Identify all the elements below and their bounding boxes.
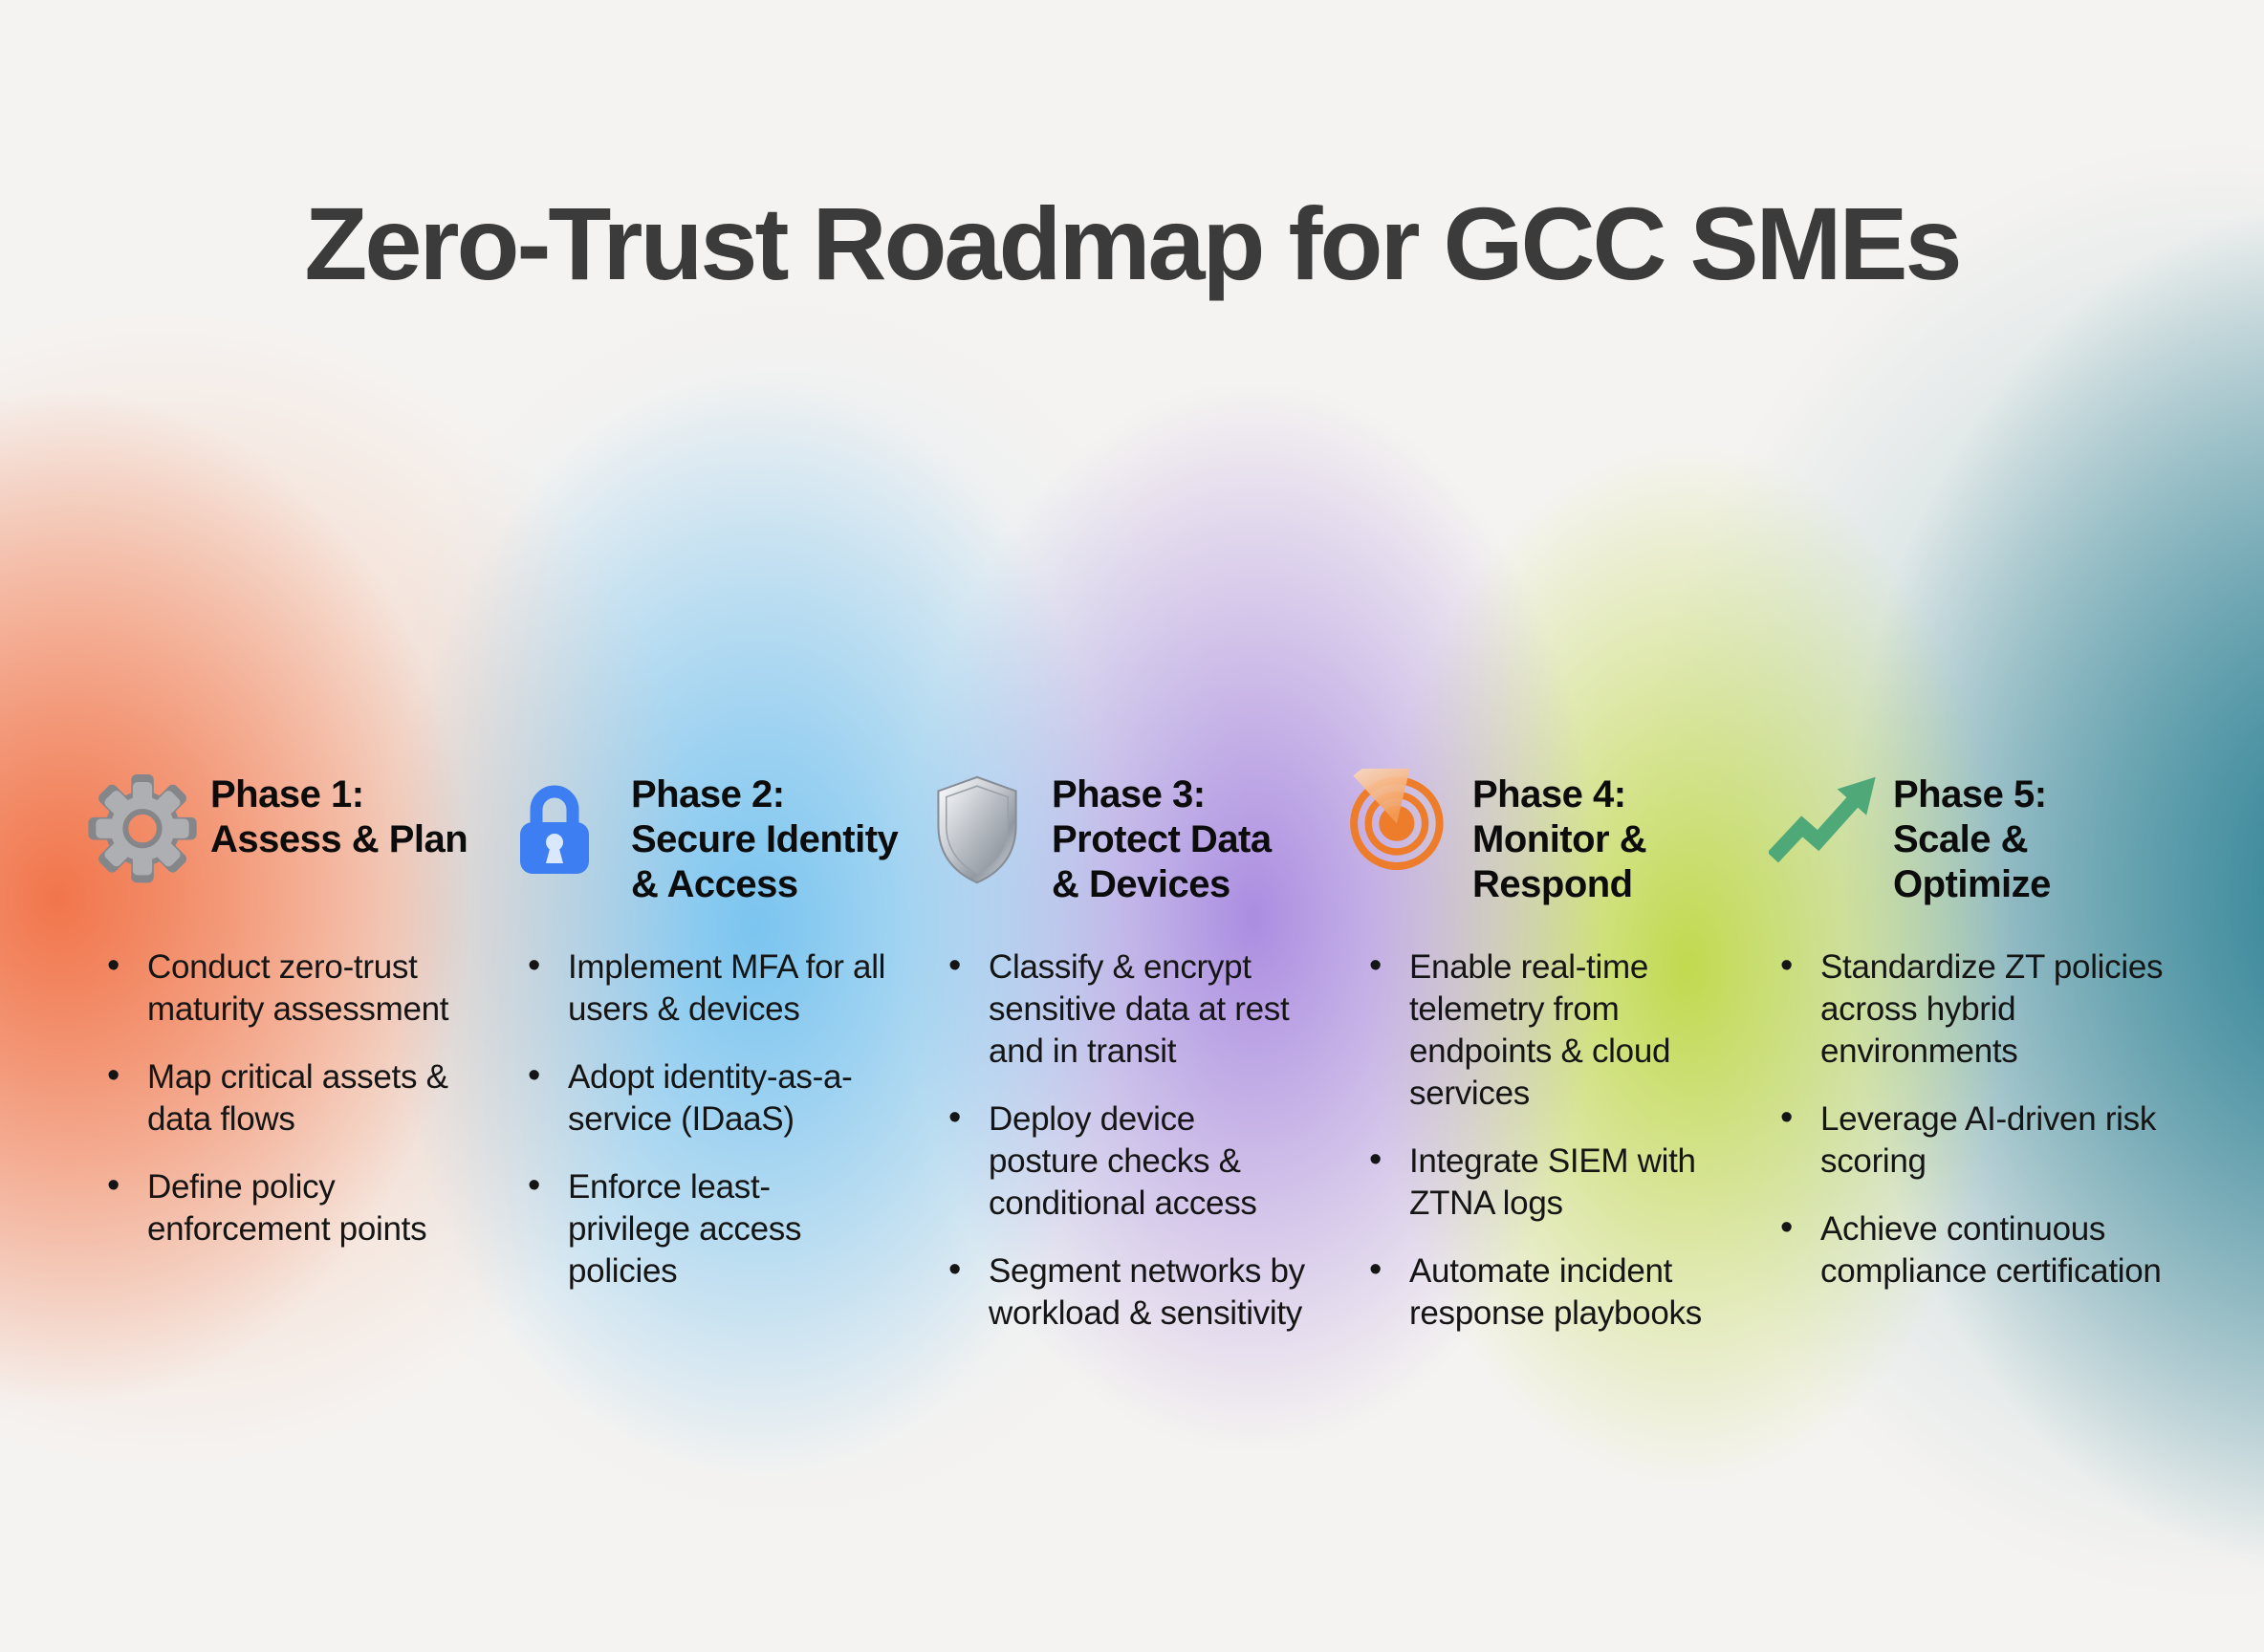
lock-icon (507, 769, 614, 885)
bullet-item: Classify & encrypt sensitive data at res… (927, 945, 1310, 1073)
phase-label: Phase 2: (631, 773, 785, 815)
phase-bullets: Classify & encrypt sensitive data at res… (927, 945, 1310, 1360)
phase-column-1: Phase 1: Assess & Plan Conduct zero-trus… (86, 767, 507, 1248)
bullet-item: Achieve continuous compliance certificat… (1769, 1206, 2182, 1293)
trend-arrow-icon (1769, 769, 1876, 870)
bullet-item: Implement MFA for all users & devices (507, 945, 889, 1031)
phase-header: Phase 4: Monitor & Respond (1348, 767, 1769, 907)
phase-title: Phase 1: Assess & Plan (210, 772, 468, 862)
phase-title: Phase 3: Protect Data & Devices (1052, 772, 1272, 907)
phase-title: Phase 4: Monitor & Respond (1472, 772, 1647, 907)
phase-header: Phase 1: Assess & Plan (86, 767, 507, 886)
phase-name-line: & Access (631, 863, 798, 905)
bullet-item: Standardize ZT policies across hybrid en… (1769, 945, 2182, 1073)
page-title: Zero-Trust Roadmap for GCC SMEs (304, 185, 1962, 302)
phase-bullets: Standardize ZT policies across hybrid en… (1769, 945, 2182, 1318)
phase-column-5: Phase 5: Scale & Optimize Standardize ZT… (1769, 767, 2189, 1290)
gear-icon (86, 769, 197, 886)
radar-icon (1348, 769, 1455, 870)
phase-header: Phase 3: Protect Data & Devices (927, 767, 1348, 907)
phase-name-line: Assess & Plan (210, 818, 468, 860)
bullet-item: Segment networks by workload & sensitivi… (927, 1249, 1310, 1335)
bullet-item: Enforce least-privilege access policies (507, 1164, 889, 1293)
phase-name-line: Secure Identity (631, 818, 899, 860)
phase-name-line: Optimize (1893, 863, 2051, 905)
phase-name-line: Protect Data (1052, 818, 1272, 860)
phase-name-line: Respond (1472, 863, 1633, 905)
phase-bullets: Implement MFA for all users & devices Ad… (507, 945, 889, 1318)
phase-column-2: Phase 2: Secure Identity & Access Implem… (507, 767, 927, 1290)
phase-label: Phase 5: (1893, 773, 2047, 815)
phase-name-line: & Devices (1052, 863, 1230, 905)
phase-label: Phase 4: (1472, 773, 1626, 815)
shield-icon (927, 769, 1034, 891)
bullet-item: Map critical assets & data flows (86, 1054, 468, 1141)
phase-name-line: Scale & (1893, 818, 2029, 860)
phase-name-line: Monitor & (1472, 818, 1647, 860)
phase-bullets: Conduct zero-trust maturity assessment M… (86, 945, 468, 1276)
bullet-item: Integrate SIEM with ZTNA logs (1348, 1139, 1731, 1225)
bullet-item: Automate incident response playbooks (1348, 1249, 1731, 1335)
phase-column-4: Phase 4: Monitor & Respond Enable real-t… (1348, 767, 1769, 1332)
bullet-item: Define policy enforcement points (86, 1164, 468, 1250)
phase-header: Phase 5: Scale & Optimize (1769, 767, 2189, 907)
phase-label: Phase 3: (1052, 773, 1206, 815)
phase-title: Phase 5: Scale & Optimize (1893, 772, 2051, 907)
bullet-item: Adopt identity-as-a-service (IDaaS) (507, 1054, 889, 1141)
phase-column-3: Phase 3: Protect Data & Devices Classify… (927, 767, 1348, 1332)
bullet-item: Enable real-time telemetry from endpoint… (1348, 945, 1731, 1115)
phase-bullets: Enable real-time telemetry from endpoint… (1348, 945, 1731, 1360)
bullet-item: Leverage AI-driven risk scoring (1769, 1097, 2182, 1183)
phase-header: Phase 2: Secure Identity & Access (507, 767, 927, 907)
phase-title: Phase 2: Secure Identity & Access (631, 772, 899, 907)
bullet-item: Deploy device posture checks & condition… (927, 1097, 1310, 1225)
bullet-item: Conduct zero-trust maturity assessment (86, 945, 468, 1031)
phase-label: Phase 1: (210, 773, 364, 815)
